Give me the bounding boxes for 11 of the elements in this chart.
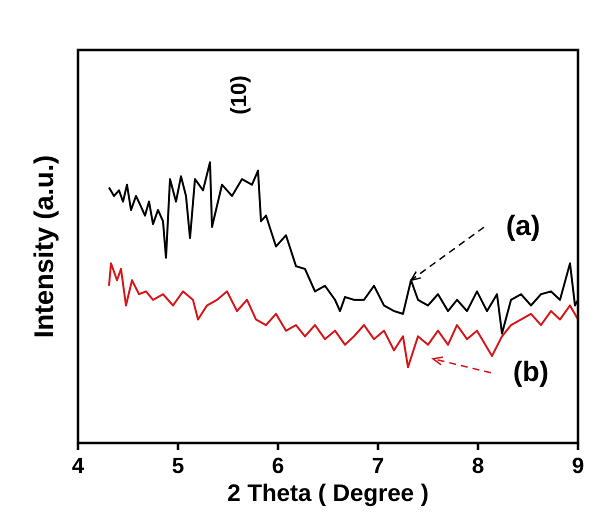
annotation: (b) [513, 356, 549, 387]
y-axis-title: Intensity (a.u.) [29, 154, 59, 338]
x-tick-label: 6 [272, 453, 284, 478]
annotation: (a) [506, 210, 540, 242]
x-tick-label: 8 [472, 453, 484, 478]
x-tick-label: 9 [572, 453, 584, 478]
x-tick-label: 7 [372, 453, 384, 478]
x-tick-label: 4 [72, 453, 85, 478]
x-tick-label: 5 [172, 453, 184, 478]
text: (10) [226, 75, 251, 115]
x-axis-title: 2 Theta ( Degree ) [227, 480, 429, 507]
